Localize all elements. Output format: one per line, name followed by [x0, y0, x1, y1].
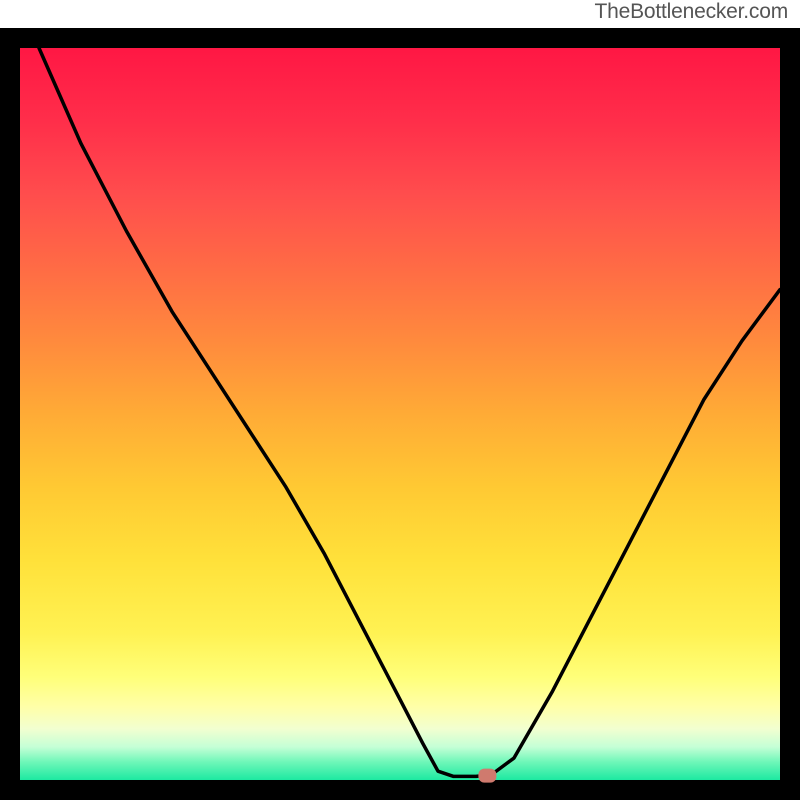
plot-background: [20, 48, 780, 780]
watermark-text: TheBottlenecker.com: [595, 0, 788, 24]
bottleneck-chart: [0, 28, 800, 800]
chart-svg: [0, 28, 800, 800]
optimal-marker: [478, 769, 496, 783]
